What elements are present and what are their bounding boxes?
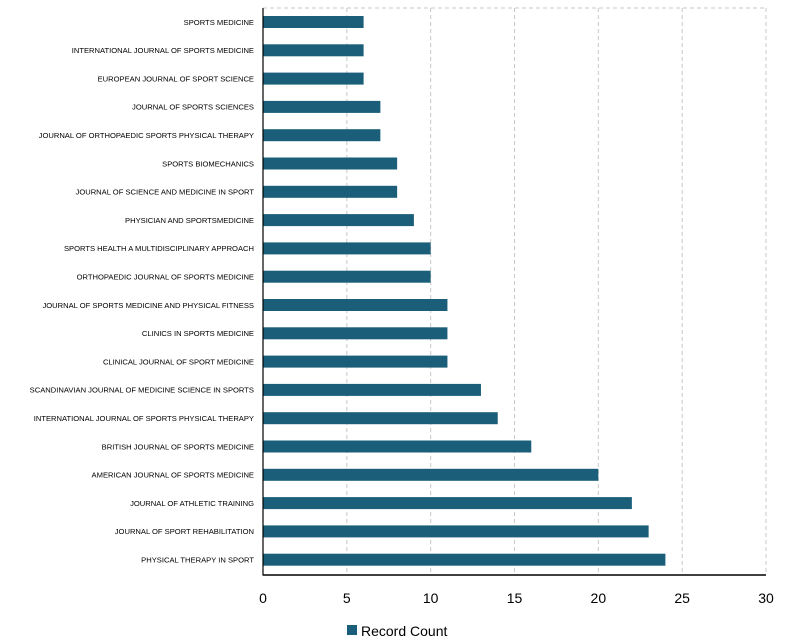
category-label: SCANDINAVIAN JOURNAL OF MEDICINE SCIENCE… — [30, 386, 254, 395]
bar — [263, 553, 666, 566]
category-label: JOURNAL OF SPORTS MEDICINE AND PHYSICAL … — [42, 301, 254, 310]
x-tick-label: 15 — [507, 590, 523, 606]
category-label: JOURNAL OF ATHLETIC TRAINING — [130, 499, 254, 508]
category-label: SPORTS HEALTH A MULTIDISCIPLINARY APPROA… — [64, 244, 254, 253]
category-label: JOURNAL OF ORTHOPAEDIC SPORTS PHYSICAL T… — [39, 131, 254, 140]
bar — [263, 129, 381, 142]
x-tick-label: 25 — [674, 590, 690, 606]
category-label: JOURNAL OF SPORTS SCIENCES — [132, 103, 254, 112]
x-tick-label: 5 — [343, 590, 351, 606]
x-tick-labels: 0 5 10 15 20 25 30 — [259, 590, 774, 606]
bar — [263, 468, 599, 481]
x-tick-label: 0 — [259, 590, 267, 606]
category-label: INTERNATIONAL JOURNAL OF SPORTS PHYSICAL… — [34, 414, 254, 423]
bar — [263, 525, 649, 538]
legend-swatch — [347, 625, 357, 635]
x-tick-label: 30 — [758, 590, 774, 606]
bar — [263, 100, 381, 113]
bar — [263, 44, 364, 57]
bar — [263, 383, 481, 396]
axes — [262, 8, 766, 576]
bar — [263, 327, 448, 340]
bar — [263, 72, 364, 85]
bar — [263, 270, 431, 283]
bar — [263, 299, 448, 311]
category-label: INTERNATIONAL JOURNAL OF SPORTS MEDICINE — [72, 46, 254, 55]
category-label: SPORTS BIOMECHANICS — [162, 159, 254, 168]
category-label: CLINICS IN SPORTS MEDICINE — [142, 329, 254, 338]
category-label: PHYSICIAN AND SPORTSMEDICINE — [125, 216, 254, 225]
bar — [263, 157, 398, 170]
category-labels: SPORTS MEDICINE INTERNATIONAL JOURNAL OF … — [30, 18, 255, 565]
bar — [263, 355, 448, 368]
x-tick-label: 20 — [591, 590, 607, 606]
category-label: JOURNAL OF SPORT REHABILITATION — [115, 527, 254, 536]
gridlines — [263, 7, 767, 575]
category-label: AMERICAN JOURNAL OF SPORTS MEDICINE — [92, 471, 254, 480]
bar — [263, 412, 498, 425]
bars — [263, 16, 666, 566]
legend-label: Record Count — [361, 623, 447, 639]
category-label: JOURNAL OF SCIENCE AND MEDICINE IN SPORT — [76, 188, 255, 197]
bar — [263, 497, 632, 510]
category-label: BRITISH JOURNAL OF SPORTS MEDICINE — [102, 442, 254, 451]
category-label: EUROPEAN JOURNAL OF SPORT SCIENCE — [98, 74, 254, 83]
bar — [263, 16, 364, 28]
category-label: SPORTS MEDICINE — [184, 18, 254, 27]
category-label: CLINICAL JOURNAL OF SPORT MEDICINE — [103, 357, 254, 366]
category-label: ORTHOPAEDIC JOURNAL OF SPORTS MEDICINE — [77, 273, 254, 282]
category-label: PHYSICAL THERAPY IN SPORT — [141, 556, 254, 565]
legend: Record Count — [347, 623, 447, 639]
x-tick-label: 10 — [423, 590, 439, 606]
bar — [263, 185, 398, 198]
bar — [263, 242, 431, 255]
bar — [263, 214, 414, 227]
bar — [263, 440, 532, 453]
